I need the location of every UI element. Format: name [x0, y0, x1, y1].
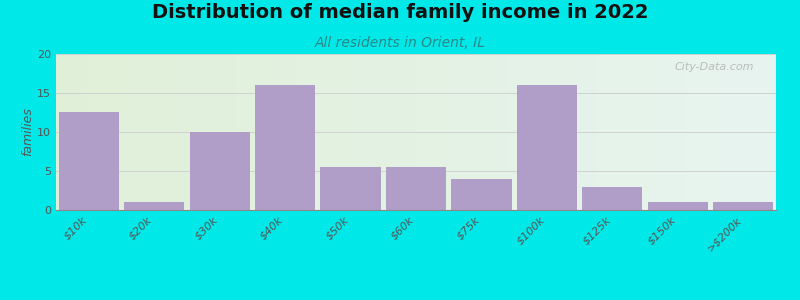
Bar: [321, 167, 381, 210]
Y-axis label: families: families: [22, 108, 34, 156]
Bar: [255, 85, 315, 210]
Text: City-Data.com: City-Data.com: [675, 62, 754, 72]
Bar: [648, 202, 708, 210]
Bar: [713, 202, 774, 210]
Text: Distribution of median family income in 2022: Distribution of median family income in …: [152, 3, 648, 22]
Bar: [190, 132, 250, 210]
Bar: [124, 202, 184, 210]
Bar: [58, 112, 119, 210]
Bar: [517, 85, 577, 210]
Text: All residents in Orient, IL: All residents in Orient, IL: [314, 36, 486, 50]
Bar: [386, 167, 446, 210]
Bar: [582, 187, 642, 210]
Bar: [451, 179, 511, 210]
